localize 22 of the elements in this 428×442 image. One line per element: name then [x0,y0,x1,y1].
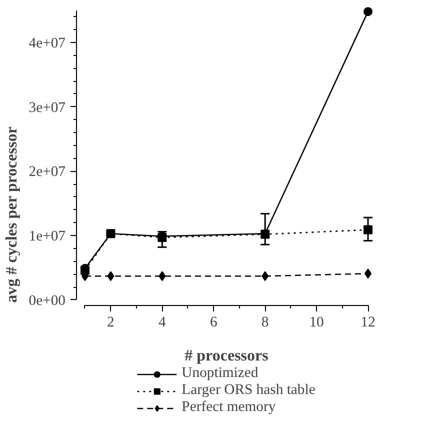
x-tick-label: 8 [261,314,269,331]
x-axis-title: # processors [184,348,268,365]
y-tick-label: 2e+07 [28,164,66,180]
y-tick-label: 4e+07 [28,35,66,52]
legend-label: Perfect memory [182,399,276,416]
y-tick-label: 1e+07 [28,228,66,245]
x-tick-label: 2 [107,314,114,331]
y-tick-label: 3e+07 [28,100,66,116]
point [364,268,372,279]
point [158,271,166,282]
x-tick-label: 12 [360,314,376,331]
legend-label: Larger ORS hash table [182,382,316,399]
legend-label: Unoptimized [182,365,258,382]
point [364,225,373,234]
x-tick-label: 10 [309,314,324,331]
y-tick-label: 0e+00 [28,292,66,309]
x-tick-label: 6 [210,314,218,331]
point [364,7,373,16]
point [107,271,114,282]
point [262,271,269,282]
x-tick-label: 4 [158,314,167,331]
y-axis-title: avg # cycles per processor [4,126,21,303]
